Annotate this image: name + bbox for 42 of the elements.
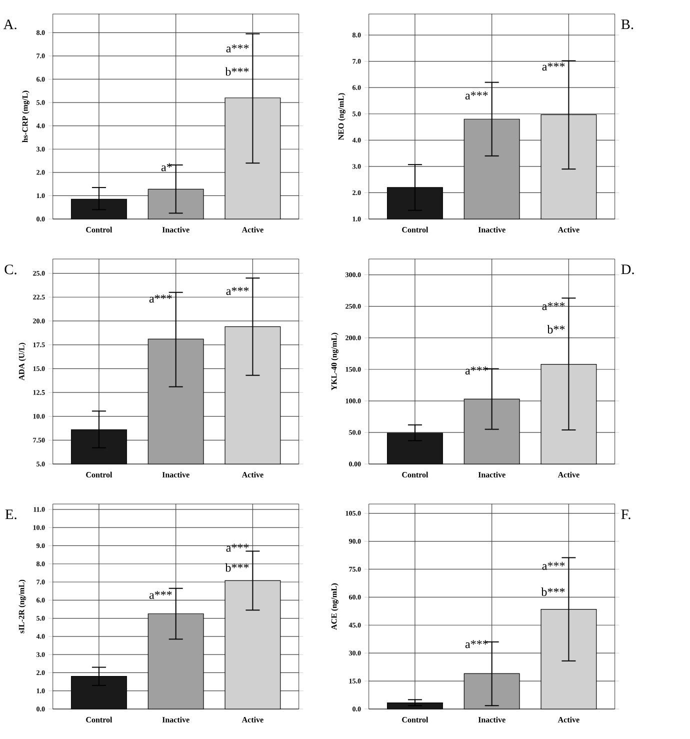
annotation: a*** [226,287,249,295]
x-tick-label: Control [86,226,112,232]
chart-title: C. [4,264,16,274]
annotation: a*** [542,562,565,570]
annotation: b*** [541,588,565,596]
chart-title: F. [621,510,630,520]
y-axis-title: ADA (U/L) [18,342,26,380]
x-tick-label: Control [86,472,112,478]
y-axis-title: sIL-2R (ng/mL) [18,580,26,634]
x-tick-label: Active [242,226,264,232]
annotation: a*** [226,544,249,552]
x-tick-label: Active [558,226,580,232]
y-axis-title: ACE (ng/mL) [331,583,338,630]
x-tick-label: Control [402,472,428,478]
chart-title: B. [621,20,634,30]
annotation: a*** [465,92,488,100]
x-tick-label: Inactive [162,716,190,722]
annotation: b** [547,325,565,334]
x-tick-label: Active [558,472,580,478]
y-axis-title: NEO (ng/mL) [338,93,346,140]
y-axis-title: YKL-40 (ng/mL) [331,332,338,390]
chart-title: E. [5,510,16,520]
annotation: a*** [226,44,249,52]
x-tick-label: Inactive [162,472,190,478]
annotation: b*** [225,67,249,76]
x-tick-label: Inactive [478,226,506,232]
annotation: a*** [542,62,565,71]
x-tick-label: Control [86,716,112,722]
y-axis-title: hs-CRP (mg/L) [22,90,30,142]
x-tick-label: Inactive [478,472,506,478]
annotation: b*** [225,563,249,572]
annotation: a*** [149,590,172,599]
x-tick-label: Active [242,716,264,722]
x-tick-label: Active [242,472,264,478]
x-tick-label: Active [558,716,580,722]
chart-title: D. [621,264,634,274]
x-tick-label: Control [402,716,428,722]
x-tick-label: Inactive [162,226,190,232]
x-tick-label: Control [402,226,428,232]
chart-title: A. [3,20,16,30]
annotation: a*** [465,640,488,648]
x-tick-label: Inactive [478,716,506,722]
